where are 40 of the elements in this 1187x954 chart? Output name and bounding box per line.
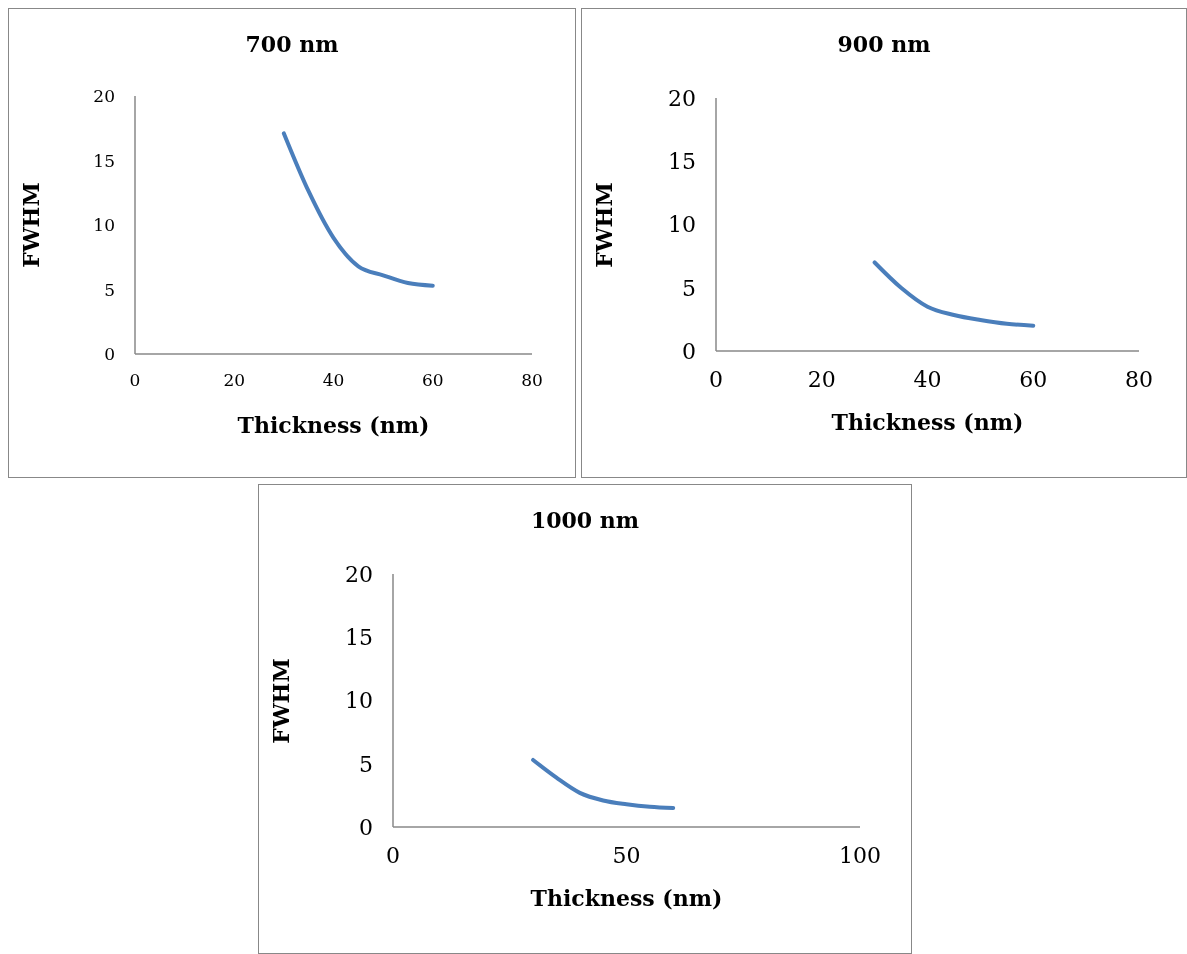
x-tick-label: 0 bbox=[129, 370, 141, 391]
y-axis-title: FWHM bbox=[18, 182, 44, 268]
chart-title: 1000 nm bbox=[529, 507, 641, 533]
x-tick-label: 40 bbox=[913, 366, 942, 392]
y-tick-label: 10 bbox=[93, 215, 115, 236]
x-tick-label: 60 bbox=[1019, 366, 1048, 392]
y-axis-title: FWHM bbox=[268, 657, 294, 744]
x-tick-label: 0 bbox=[709, 366, 723, 392]
x-axis-title: Thickness (nm) bbox=[830, 409, 1025, 435]
y-tick-label: 15 bbox=[668, 149, 696, 175]
y-tick-label: 0 bbox=[682, 338, 696, 364]
x-tick-label: 60 bbox=[421, 370, 444, 391]
y-tick-label: 10 bbox=[668, 212, 696, 238]
y-tick-label: 0 bbox=[359, 814, 373, 840]
x-tick-label: 50 bbox=[612, 842, 641, 868]
chart-title: 700 nm bbox=[244, 31, 340, 57]
x-tick-label: 20 bbox=[807, 366, 836, 392]
y-axis-title: FWHM bbox=[591, 181, 617, 268]
x-tick-label: 20 bbox=[223, 370, 246, 391]
y-tick-label: 20 bbox=[345, 561, 373, 587]
y-tick-label: 20 bbox=[93, 86, 115, 107]
chart-title: 900 nm bbox=[836, 31, 932, 57]
y-tick-label: 0 bbox=[104, 344, 115, 365]
x-tick-label: 80 bbox=[1125, 366, 1153, 392]
y-tick-label: 5 bbox=[682, 275, 696, 301]
y-tick-label: 5 bbox=[359, 751, 373, 777]
x-tick-label: 100 bbox=[839, 842, 881, 868]
x-tick-label: 80 bbox=[521, 370, 543, 391]
x-tick-label: 40 bbox=[322, 370, 345, 391]
x-tick-label: 0 bbox=[386, 842, 400, 868]
x-axis-title: Thickness (nm) bbox=[236, 412, 431, 438]
line-series bbox=[531, 757, 676, 811]
y-tick-label: 5 bbox=[104, 279, 115, 300]
line-series bbox=[281, 131, 435, 288]
x-axis-title: Thickness (nm) bbox=[529, 885, 724, 911]
y-tick-label: 15 bbox=[93, 150, 115, 171]
line-series bbox=[872, 260, 1036, 328]
y-tick-label: 10 bbox=[345, 688, 373, 714]
y-tick-label: 20 bbox=[668, 85, 696, 111]
y-tick-label: 15 bbox=[345, 625, 373, 651]
